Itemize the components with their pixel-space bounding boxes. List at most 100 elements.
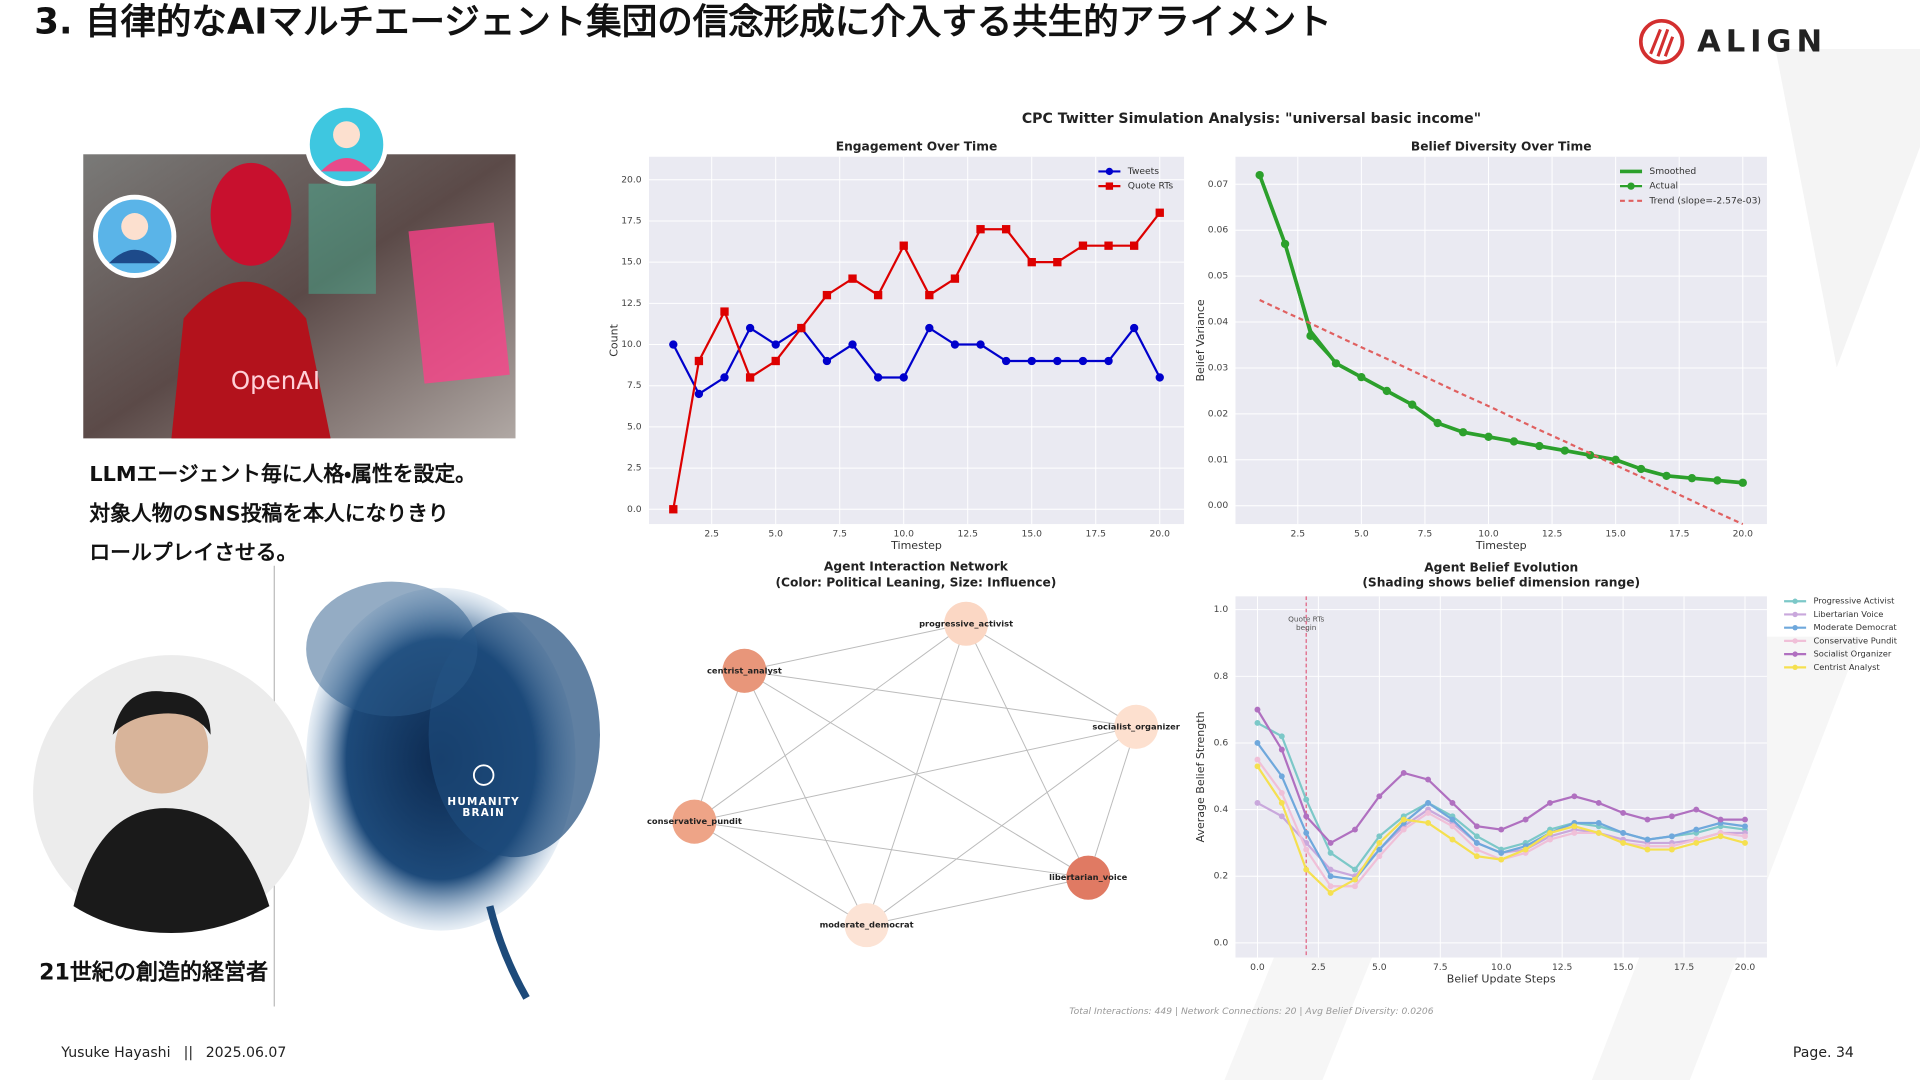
series-marker (1742, 816, 1748, 823)
series-marker (873, 290, 883, 300)
series-marker (1027, 356, 1036, 366)
network-node (844, 903, 889, 948)
series-marker (1620, 829, 1627, 836)
series-marker (1473, 846, 1480, 853)
y-tick-label: 0.05 (1208, 271, 1229, 282)
series-marker (1571, 823, 1578, 830)
x-tick-label: 15.0 (1613, 962, 1634, 973)
x-tick-label: 15.0 (1022, 528, 1043, 539)
x-tick-label: 7.5 (1433, 962, 1448, 973)
brain-label: HUMANITY (447, 796, 520, 808)
series-marker (1352, 883, 1358, 890)
series-marker (1449, 823, 1456, 830)
series-marker (1303, 846, 1310, 853)
y-tick-label: 0.01 (1208, 454, 1228, 465)
network-edge (694, 821, 867, 926)
series-marker (1547, 829, 1553, 836)
series-marker (1155, 208, 1164, 217)
brain-image: HUMANITY BRAIN (306, 581, 600, 1000)
series-marker (1352, 826, 1358, 833)
series-marker (848, 274, 857, 283)
network-edge (694, 726, 1137, 823)
network-node (1114, 704, 1159, 749)
x-axis-label: Timestep (890, 539, 942, 552)
series-marker (1352, 866, 1358, 873)
bg-shape (1775, 48, 1920, 368)
figure-note: Total Interactions: 449 | Network Connec… (1069, 1006, 1434, 1017)
chart-subtitle: (Color: Political Leaning, Size: Influen… (775, 575, 1056, 589)
y-tick-label: 0.03 (1208, 362, 1229, 373)
series-marker (1522, 816, 1529, 823)
series-marker (1611, 455, 1620, 464)
network-edge (744, 670, 1137, 728)
network-node (672, 799, 717, 844)
series-marker (1473, 853, 1480, 860)
series-marker (1595, 799, 1602, 806)
legend-label: Centrist Analyst (1813, 662, 1880, 672)
node-label: progressive_activist (919, 618, 1013, 628)
legend-marker (1792, 638, 1798, 644)
series-marker (1053, 356, 1062, 366)
person-caption: 21世紀の創造的経営者 (39, 959, 268, 985)
y-tick-label: 0.07 (1208, 179, 1229, 190)
brain-icon (472, 764, 495, 786)
footer-page: Page. 34 (1793, 1045, 1854, 1061)
legend-marker (1792, 651, 1798, 657)
series-marker (1571, 793, 1578, 800)
x-axis-label: Timestep (1475, 539, 1527, 552)
series-marker (771, 356, 780, 366)
series-marker (1306, 331, 1315, 340)
network-edge (866, 726, 1137, 926)
series-marker (1738, 478, 1747, 487)
series-marker (669, 340, 678, 349)
series-marker (1400, 826, 1407, 833)
series-marker (1254, 706, 1261, 713)
legend-label: Conservative Pundit (1813, 635, 1897, 645)
series-marker (1278, 789, 1285, 796)
series-marker (1303, 866, 1310, 873)
series-marker (1571, 829, 1578, 836)
series-marker (694, 389, 704, 399)
caption-line: LLMエージェント毎に人格・属性を設定。 (89, 462, 476, 486)
network-edge (694, 623, 967, 823)
series-marker (899, 241, 908, 250)
logo: ALIGN (1638, 18, 1822, 65)
series-marker (1376, 839, 1383, 846)
legend-label: Smoothed (1649, 166, 1696, 177)
series-marker (1376, 846, 1383, 853)
y-tick-label: 0.8 (1214, 671, 1229, 682)
series-marker (1595, 829, 1602, 836)
series-line (672, 212, 1161, 510)
series-marker (1473, 833, 1480, 840)
logo-stripes (1649, 28, 1675, 57)
legend-label: Tweets (1127, 166, 1159, 177)
series-marker (1662, 471, 1671, 481)
y-tick-label: 12.5 (621, 298, 642, 309)
x-tick-label: 5.0 (768, 528, 783, 539)
slide-title: 3. 自律的なAIマルチエージェント集団の信念形成に介入する共生的アライメント (34, 1, 1332, 42)
y-tick-label: 17.5 (621, 215, 642, 226)
annotation-text: begin (1296, 623, 1317, 632)
x-tick-label: 2.5 (1291, 528, 1306, 539)
network-node (722, 648, 767, 693)
series-marker (925, 290, 934, 300)
footer-date: 2025.06.07 (206, 1045, 287, 1061)
network-edge (693, 670, 745, 822)
caption-line: ロールプレイさせる。 (89, 540, 297, 564)
legend-marker (1792, 624, 1798, 631)
series-marker (1668, 813, 1675, 820)
series-marker (1425, 809, 1432, 816)
chart-title: Engagement Over Time (836, 139, 998, 153)
series-marker (1376, 793, 1383, 800)
x-tick-label: 10.0 (894, 528, 915, 539)
series-marker (1425, 776, 1432, 783)
series-marker (1498, 826, 1505, 833)
network-edge (1087, 726, 1137, 878)
series-marker (1547, 836, 1553, 843)
series-marker (1303, 813, 1310, 820)
legend-label: Moderate Democrat (1813, 622, 1897, 632)
series-marker (976, 340, 985, 349)
series-marker (745, 373, 755, 382)
series-marker (1129, 241, 1139, 250)
series-line (1259, 299, 1744, 526)
